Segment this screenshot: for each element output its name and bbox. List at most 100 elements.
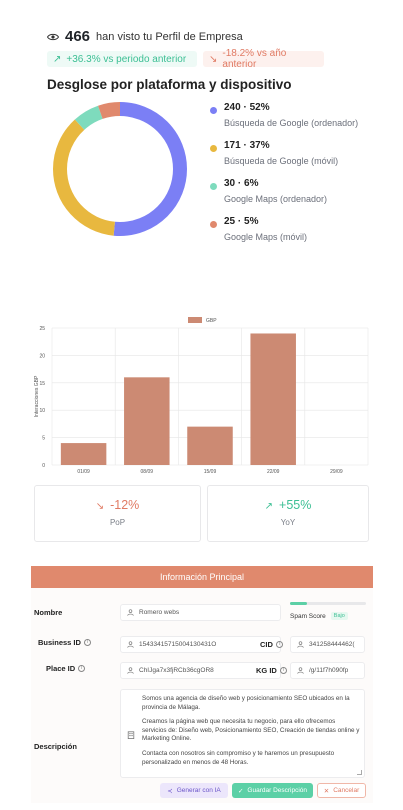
spam-score-tag: Bajo (330, 612, 348, 620)
y-tick-label: 25 (39, 326, 45, 332)
legend-dot (210, 183, 217, 190)
business-id-label: Business ID i (38, 638, 91, 647)
legend-dot (210, 107, 217, 114)
generate-ai-button[interactable]: ≺ Generar con IA (160, 783, 228, 798)
year-badge-text: -18.2% vs año anterior (222, 48, 287, 70)
bar-15/09[interactable] (187, 426, 233, 465)
description-paragraph: Creamos la página web que necesita tu ne… (142, 718, 360, 743)
trend-badges: ↗ +36.3% vs periodo anterior ↘ -18.2% vs… (47, 48, 324, 70)
yoy-card: ↗ +55% YoY (207, 485, 369, 542)
cancel-button[interactable]: ✕ Cancelar (317, 783, 366, 798)
legend-label: Búsqueda de Google (móvil) (224, 156, 339, 166)
cid-field[interactable]: 341258444462( (290, 636, 365, 653)
legend-dot (210, 145, 217, 152)
views-count: 466 (65, 28, 91, 45)
pop-card: ↘ -12% PoP (34, 485, 201, 542)
description-textarea[interactable]: Somos una agencia de diseño web y posici… (120, 689, 365, 778)
name-label-text: Nombre (34, 608, 63, 617)
spam-score: Spam Score Bajo (290, 602, 366, 620)
platform-legend: 240 · 52% Búsqueda de Google (ordenador) 1… (210, 102, 358, 254)
bar-chart-svg: 0 5 10 15 20 25 01/09 08/09 15/09 22/09 29/09 Inter… (34, 317, 369, 475)
y-axis-label: Interacciones GBP (34, 375, 40, 417)
save-description-label: Guardar Descripción (247, 787, 308, 794)
place-id-label: Place ID i (46, 664, 86, 673)
description-paragraph: Somos una agencia de diseño web y posici… (142, 695, 350, 711)
cid-value: 341258444462( (309, 641, 355, 648)
legend-dot (210, 221, 217, 228)
info-icon[interactable]: i (275, 641, 283, 648)
period-badge-text: +36.3% vs periodo anterior (66, 53, 187, 65)
name-value: Romero webs (139, 609, 180, 616)
business-id-label-text: Business ID (38, 638, 81, 647)
views-summary: 466 han visto tu Perfil de Empresa (47, 28, 243, 45)
place-id-field[interactable]: ChIJga7x3fjRCb36cgOR8 (120, 662, 281, 679)
user-icon (121, 609, 139, 616)
sparkle-icon: ≺ (167, 787, 173, 795)
donut-slice-3[interactable] (53, 102, 187, 236)
place-id-label-text: Place ID (46, 664, 76, 673)
user-icon (121, 641, 139, 648)
resize-handle[interactable] (357, 770, 362, 775)
x-tick-label: 08/09 (141, 469, 154, 475)
interactions-chart: 0 5 10 15 20 25 01/09 08/09 15/09 22/09 29/09 Inter… (31, 312, 373, 482)
trend-up-icon: ↗ (264, 501, 274, 512)
legend-label: GBP (206, 318, 217, 324)
info-icon[interactable]: i (279, 667, 287, 674)
info-icon[interactable]: i (78, 665, 86, 672)
y-tick-label: 10 (39, 408, 45, 414)
legend-value: 240 · 52% (224, 102, 270, 113)
description-label: Descripción (34, 742, 77, 751)
legend-value: 171 · 37% (224, 140, 270, 151)
cancel-label: Cancelar (333, 787, 360, 794)
user-icon (291, 667, 309, 674)
form-header: Información Principal (31, 566, 373, 588)
yoy-label: YoY (280, 518, 296, 527)
description-text: Somos una agencia de diseño web y posici… (142, 695, 360, 773)
name-field[interactable]: Romero webs (120, 604, 281, 621)
spam-score-fill (290, 602, 307, 605)
description-paragraph: Contacta con nosotros sin compromiso y t… (142, 749, 335, 766)
legend-item: 25 · 5% Google Maps (móvil) (210, 216, 358, 254)
x-tick-label: 15/09 (204, 469, 217, 475)
yoy-value: +55% (279, 498, 312, 512)
check-icon: ✓ (237, 787, 244, 795)
spam-score-label: Spam Score (290, 612, 326, 620)
info-icon[interactable]: i (83, 639, 91, 646)
spam-score-bar (290, 602, 366, 605)
user-icon (291, 641, 309, 648)
description-label-text: Descripción (34, 742, 77, 751)
y-tick-label: 15 (39, 381, 45, 387)
trend-down-icon: ↘ (95, 501, 105, 512)
trend-up-icon: ↗ (53, 53, 62, 65)
kg-id-label-text: KG ID (256, 666, 277, 675)
kg-id-label: KG ID i (256, 666, 287, 675)
user-icon (121, 667, 139, 674)
bar-08/09[interactable] (124, 377, 170, 465)
views-text: han visto tu Perfil de Empresa (96, 30, 243, 43)
eye-icon (47, 33, 59, 40)
legend-item: 30 · 6% Google Maps (ordenador) (210, 178, 358, 216)
business-id-value: 15433415715004130431O (139, 641, 217, 648)
legend-item: 240 · 52% Búsqueda de Google (ordenador) (210, 102, 358, 140)
period-badge: ↗ +36.3% vs periodo anterior (47, 51, 197, 67)
breakdown-title: Desglose por plataforma y dispositivo (47, 77, 292, 92)
trend-down-icon: ↘ (209, 53, 218, 65)
x-tick-label: 01/09 (77, 469, 90, 475)
close-icon: ✕ (323, 787, 330, 795)
save-description-button[interactable]: ✓ Guardar Descripción (232, 783, 313, 798)
pop-value: -12% (110, 498, 140, 512)
kg-id-field[interactable]: /g/11f7h090fp (290, 662, 365, 679)
business-id-field[interactable]: 15433415715004130431O (120, 636, 281, 653)
legend-label: Google Maps (ordenador) (224, 194, 328, 204)
bar-01/09[interactable] (60, 443, 107, 465)
legend-label: Google Maps (móvil) (224, 232, 308, 242)
y-tick-label: 5 (42, 436, 45, 442)
donut-slice-1[interactable] (53, 102, 187, 236)
place-id-value: ChIJga7x3fjRCb36cgOR8 (139, 667, 214, 674)
legend-value: 30 · 6% (224, 178, 259, 189)
bar-22/09[interactable] (250, 333, 296, 465)
cid-label: CID i (260, 640, 283, 649)
x-tick-label: 29/09 (330, 469, 343, 475)
cid-label-text: CID (260, 640, 273, 649)
building-icon (127, 731, 135, 739)
